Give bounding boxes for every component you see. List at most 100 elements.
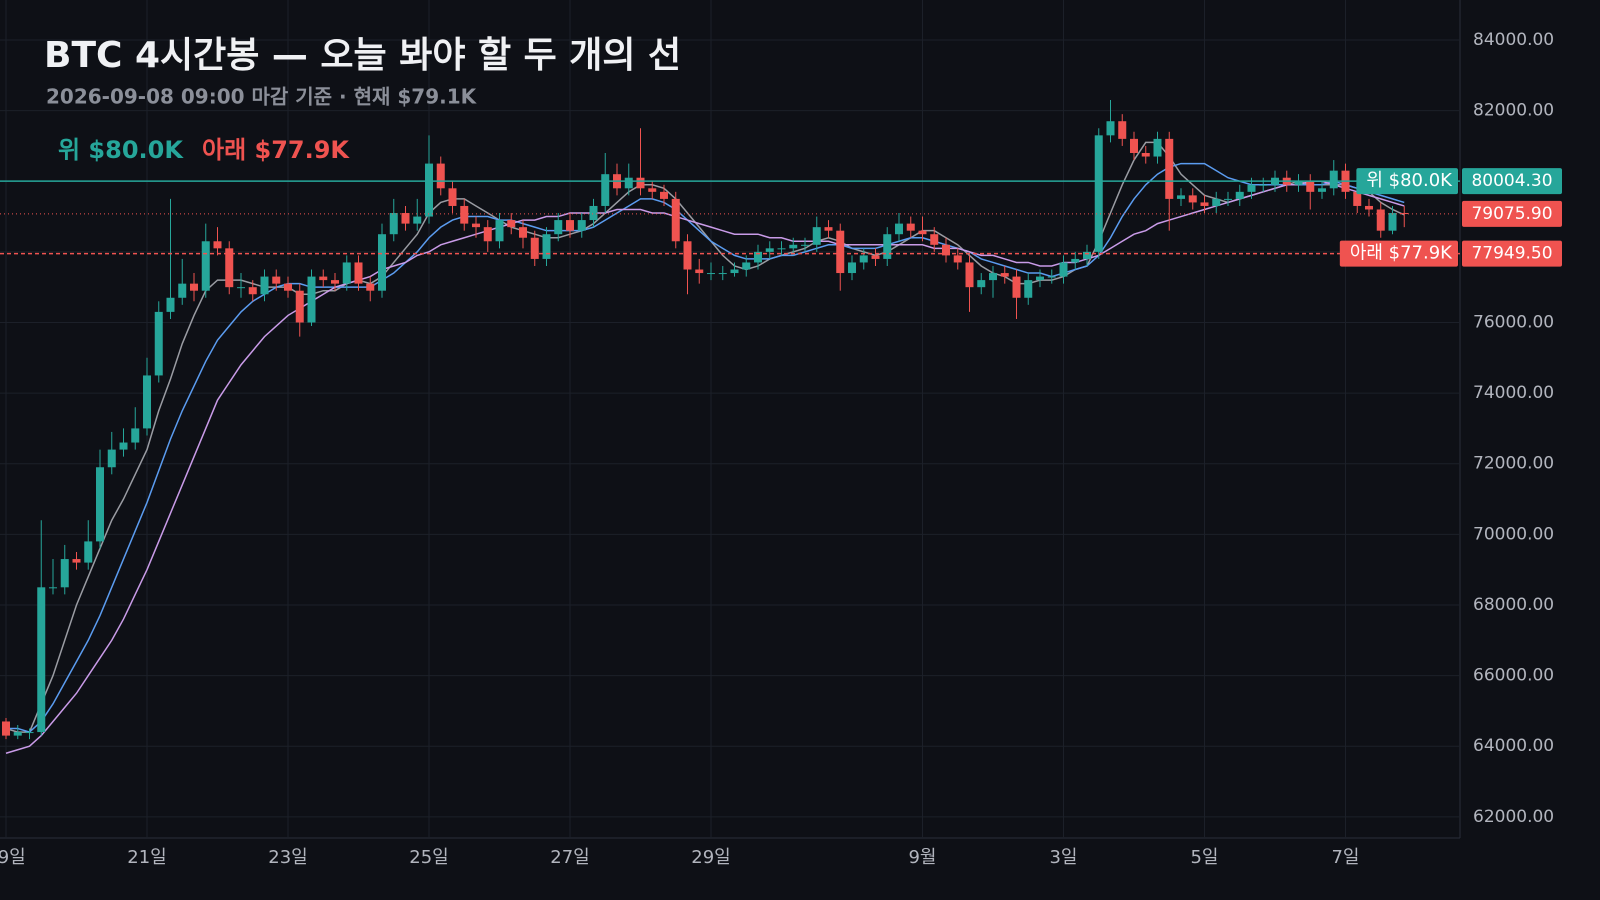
x-tick-label: 27일 bbox=[550, 847, 589, 868]
candle-body bbox=[436, 163, 445, 189]
candle-body bbox=[1106, 121, 1115, 136]
candle-body bbox=[119, 442, 128, 450]
level-tag-bg bbox=[1339, 240, 1458, 267]
candle-body bbox=[1329, 170, 1338, 189]
candle-body bbox=[213, 241, 222, 249]
candle-body bbox=[953, 255, 962, 263]
level-tag: 위 $80.0K bbox=[1366, 170, 1453, 191]
candle-body bbox=[413, 216, 422, 224]
candle-body bbox=[1388, 213, 1397, 231]
candle-body bbox=[13, 732, 22, 736]
candle-body bbox=[1130, 138, 1138, 153]
candle-body bbox=[131, 428, 140, 443]
candle-body bbox=[1188, 195, 1197, 203]
x-tick-label: 29일 bbox=[691, 847, 730, 868]
candle-body bbox=[906, 223, 915, 231]
candle-body bbox=[378, 234, 386, 291]
candle-body bbox=[1200, 202, 1209, 206]
candle-body bbox=[1118, 121, 1127, 139]
candle-body bbox=[754, 251, 762, 263]
legend-entry: 위 $80.0K bbox=[58, 136, 184, 164]
candle-body bbox=[1318, 188, 1326, 192]
candle-body bbox=[1047, 276, 1056, 278]
y-tick-label: 72000.00 bbox=[1473, 454, 1554, 474]
candle-body bbox=[1059, 262, 1068, 277]
candle-body bbox=[542, 234, 551, 259]
candle-body bbox=[1247, 184, 1256, 192]
chart-subtitle: 2026-09-08 09:00 마감 기준 · 현재 $79.1K bbox=[46, 85, 478, 109]
y-tick-label: 64000.00 bbox=[1473, 736, 1554, 756]
candle-body bbox=[107, 449, 116, 468]
price-tag: 77949.50 bbox=[1471, 244, 1552, 264]
candle-body bbox=[977, 280, 986, 288]
candle-body bbox=[636, 177, 645, 189]
candle-body bbox=[25, 732, 34, 734]
candle-body bbox=[1212, 198, 1221, 206]
candle-body bbox=[401, 213, 410, 224]
candle-body bbox=[483, 227, 492, 242]
candle-body bbox=[718, 273, 727, 275]
candle-body bbox=[930, 234, 939, 245]
candle-body bbox=[883, 234, 892, 259]
candle-body bbox=[260, 276, 269, 295]
candle-body bbox=[812, 227, 821, 245]
x-tick-label: 21일 bbox=[127, 847, 166, 868]
candle-body bbox=[248, 287, 257, 295]
x-tick-label: 3일 bbox=[1049, 847, 1077, 868]
candle-body bbox=[1177, 195, 1185, 199]
candle-body bbox=[201, 241, 210, 291]
candle-body bbox=[354, 262, 363, 284]
x-tick-label: 23일 bbox=[268, 847, 307, 868]
candle-body bbox=[2, 721, 10, 736]
candle-body bbox=[1083, 251, 1091, 259]
candle-body bbox=[624, 177, 633, 189]
price-tag: 80004.30 bbox=[1471, 171, 1552, 191]
candle-body bbox=[871, 255, 880, 259]
candle-body bbox=[965, 262, 974, 288]
price-tag-bg bbox=[1462, 168, 1562, 195]
level-tag-bg bbox=[1356, 168, 1458, 195]
candle-body bbox=[366, 283, 375, 291]
candle-body bbox=[1165, 138, 1174, 199]
candle-body bbox=[37, 587, 46, 733]
candle-body bbox=[777, 248, 786, 250]
candle-body bbox=[1036, 276, 1044, 281]
candle-body bbox=[178, 283, 187, 298]
price-tag: 79075.90 bbox=[1471, 204, 1552, 224]
y-tick-label: 82000.00 bbox=[1473, 101, 1554, 121]
y-tick-label: 68000.00 bbox=[1473, 595, 1554, 615]
candle-body bbox=[1141, 152, 1150, 157]
candle-body bbox=[143, 375, 151, 429]
candle-body bbox=[190, 283, 198, 291]
candle-body bbox=[84, 541, 93, 563]
candle-body bbox=[848, 262, 856, 274]
candle-body bbox=[918, 230, 927, 235]
candle-body bbox=[1365, 205, 1373, 210]
candle-body bbox=[60, 559, 69, 588]
candle-body bbox=[660, 191, 668, 199]
legend-entry: 아래 $77.9K bbox=[202, 136, 350, 164]
candle-body bbox=[307, 276, 316, 323]
candle-body bbox=[1376, 209, 1385, 231]
candle-body bbox=[942, 244, 950, 256]
candle-body bbox=[1306, 181, 1315, 192]
x-tick-label: 5일 bbox=[1190, 847, 1218, 868]
candle-body bbox=[507, 220, 516, 228]
candle-body bbox=[1294, 181, 1303, 185]
x-tick-label: 25일 bbox=[409, 847, 448, 868]
y-tick-label: 70000.00 bbox=[1473, 524, 1554, 544]
candle-body bbox=[765, 248, 774, 252]
price-tag-bg bbox=[1462, 240, 1562, 267]
level-tag: 아래 $77.9K bbox=[1350, 243, 1453, 264]
candle-body bbox=[989, 273, 997, 281]
x-tick-label: 9월 bbox=[908, 847, 936, 868]
candle-body bbox=[519, 227, 527, 238]
candle-body bbox=[1235, 191, 1244, 199]
y-tick-label: 66000.00 bbox=[1473, 666, 1554, 686]
y-tick-label: 76000.00 bbox=[1473, 312, 1554, 332]
candle-body bbox=[836, 230, 845, 274]
candle-body bbox=[495, 220, 504, 242]
